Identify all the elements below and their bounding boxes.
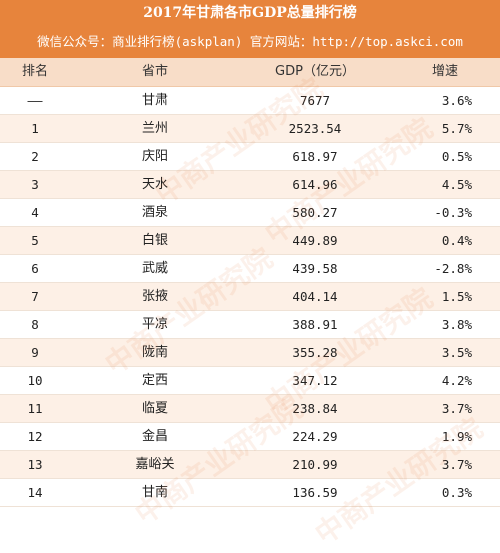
cell-city: 张掖 — [141, 289, 168, 304]
cell-rank: 12 — [27, 429, 43, 444]
cell-city: 嘉峪关 — [135, 457, 175, 472]
cell-growth: 0.4% — [441, 233, 472, 248]
header-city: 省市 — [141, 64, 168, 79]
page-subtitle: 微信公众号：商业排行榜(askplan) 官方网站：http://top.ask… — [0, 26, 500, 58]
cell-growth: 1.9% — [441, 429, 472, 444]
header-gdp: GDP（亿元） — [275, 64, 355, 79]
cell-growth: -0.3% — [434, 205, 472, 220]
table-row: 14 甘南 136.59 0.3% — [0, 479, 500, 507]
cell-city: 庆阳 — [141, 149, 168, 164]
cell-rank: 6 — [31, 261, 39, 276]
cell-rank: 2 — [31, 149, 39, 164]
cell-growth: 4.5% — [441, 177, 472, 192]
cell-gdp: 614.96 — [292, 177, 338, 192]
cell-city: 临夏 — [141, 401, 168, 416]
table-row: 6 武威 439.58 -2.8% — [0, 255, 500, 283]
cell-rank: 5 — [31, 233, 39, 248]
cell-growth: 4.2% — [441, 373, 472, 388]
cell-growth: 3.5% — [441, 345, 472, 360]
cell-growth: 3.6% — [441, 93, 472, 108]
table-row: 4 酒泉 580.27 -0.3% — [0, 199, 500, 227]
cell-gdp: 210.99 — [292, 457, 338, 472]
table-row: 10 定西 347.12 4.2% — [0, 367, 500, 395]
cell-city: 天水 — [141, 177, 168, 192]
table-row: 13 嘉峪关 210.99 3.7% — [0, 451, 500, 479]
cell-rank: 1 — [31, 121, 39, 136]
cell-gdp: 580.27 — [292, 205, 338, 220]
cell-gdp: 449.89 — [292, 233, 338, 248]
cell-growth: 3.7% — [441, 401, 472, 416]
cell-city: 甘肃 — [141, 93, 168, 108]
cell-city: 甘南 — [141, 485, 168, 500]
cell-city: 定西 — [141, 373, 168, 388]
cell-rank: 11 — [27, 401, 43, 416]
table-row: 9 陇南 355.28 3.5% — [0, 339, 500, 367]
cell-city: 金昌 — [141, 429, 168, 444]
cell-rank: 9 — [31, 345, 39, 360]
cell-city: 白银 — [141, 233, 168, 248]
cell-city: 兰州 — [141, 121, 168, 136]
table-row: 2 庆阳 618.97 0.5% — [0, 143, 500, 171]
cell-rank: 7 — [31, 289, 39, 304]
cell-gdp: 439.58 — [292, 261, 338, 276]
table-row: 7 张掖 404.14 1.5% — [0, 283, 500, 311]
cell-gdp: 355.28 — [292, 345, 338, 360]
cell-rank: 3 — [31, 177, 39, 192]
cell-gdp: 388.91 — [292, 317, 338, 332]
cell-gdp: 7677 — [299, 93, 331, 108]
cell-city: 武威 — [141, 261, 168, 276]
cell-growth: 0.3% — [441, 485, 472, 500]
cell-growth: 3.8% — [441, 317, 472, 332]
cell-rank: 8 — [31, 317, 39, 332]
table-row: 3 天水 614.96 4.5% — [0, 171, 500, 199]
table-row: 5 白银 449.89 0.4% — [0, 227, 500, 255]
cell-gdp: 347.12 — [292, 373, 338, 388]
cell-growth: 3.7% — [441, 457, 472, 472]
cell-city: 酒泉 — [141, 205, 168, 220]
table-row: 1 兰州 2523.54 5.7% — [0, 115, 500, 143]
cell-rank: 13 — [27, 457, 43, 472]
cell-growth: 1.5% — [441, 289, 472, 304]
cell-rank: —— — [27, 93, 43, 108]
cell-city: 陇南 — [141, 345, 168, 360]
cell-gdp: 136.59 — [292, 485, 338, 500]
table-body: —— 甘肃 7677 3.6% 1 兰州 2523.54 5.7% 2 庆阳 6… — [0, 87, 500, 507]
table-row: —— 甘肃 7677 3.6% — [0, 87, 500, 115]
table-header: 排名 省市 GDP（亿元） 增速 — [0, 58, 500, 87]
cell-gdp: 238.84 — [292, 401, 338, 416]
page-title: 2017年甘肃各市GDP总量排行榜 — [0, 0, 500, 26]
cell-rank: 14 — [27, 485, 43, 500]
table-row: 8 平凉 388.91 3.8% — [0, 311, 500, 339]
cell-growth: 5.7% — [441, 121, 472, 136]
header-rank: 排名 — [21, 64, 48, 79]
cell-gdp: 404.14 — [292, 289, 338, 304]
cell-growth: 0.5% — [441, 149, 472, 164]
header-growth: 增速 — [431, 64, 458, 79]
cell-rank: 10 — [27, 373, 43, 388]
cell-gdp: 224.29 — [292, 429, 338, 444]
cell-growth: -2.8% — [434, 261, 472, 276]
table-row: 11 临夏 238.84 3.7% — [0, 395, 500, 423]
cell-rank: 4 — [31, 205, 39, 220]
table-row: 12 金昌 224.29 1.9% — [0, 423, 500, 451]
cell-city: 平凉 — [141, 317, 168, 332]
cell-gdp: 618.97 — [292, 149, 338, 164]
cell-gdp: 2523.54 — [288, 121, 342, 136]
